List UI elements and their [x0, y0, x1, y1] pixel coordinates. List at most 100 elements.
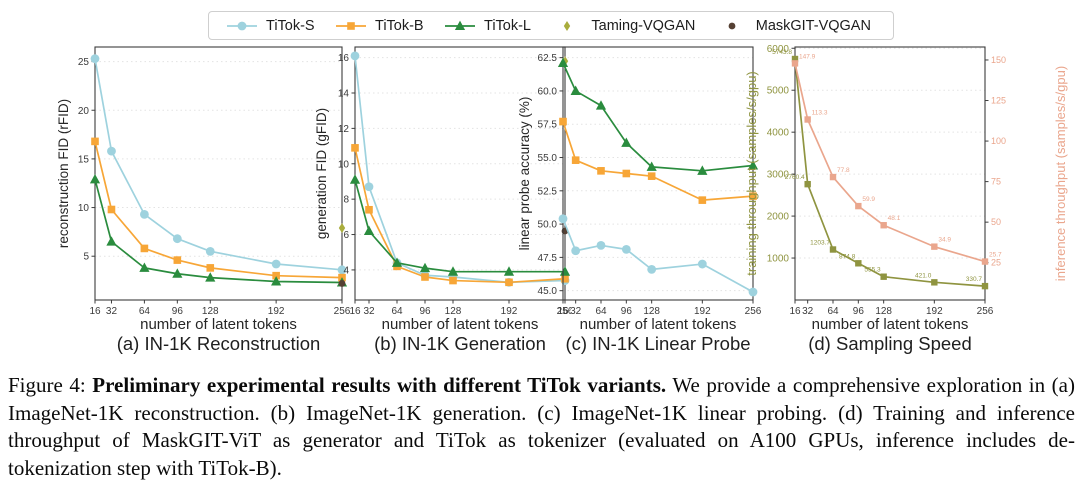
legend-item-label: TiTok-L	[484, 17, 531, 34]
caption-rest-text: We provide a comprehensive exploration i…	[8, 373, 1075, 481]
svg-text:150: 150	[991, 55, 1006, 65]
svg-text:reconstruction FID (rFID): reconstruction FID (rFID)	[56, 99, 71, 248]
svg-text:59.9: 59.9	[862, 196, 875, 203]
svg-text:34.9: 34.9	[938, 237, 951, 244]
svg-text:inference throughput (samples/: inference throughput (samples/s/gpu)	[1053, 66, 1068, 281]
titok-l-marker-icon	[445, 20, 475, 30]
svg-text:128: 128	[643, 306, 660, 317]
svg-text:128: 128	[445, 306, 462, 317]
titok-s-marker-icon	[227, 21, 257, 30]
svg-text:(a) IN-1K Reconstruction: (a) IN-1K Reconstruction	[117, 333, 321, 354]
svg-text:16: 16	[557, 306, 569, 317]
svg-text:330.7: 330.7	[966, 276, 983, 283]
legend-item-maskgit-vqgan: MaskGIT-VQGAN	[715, 18, 871, 34]
svg-text:(b) IN-1K Generation: (b) IN-1K Generation	[374, 333, 546, 354]
legend-item-label: MaskGIT-VQGAN	[755, 17, 871, 34]
svg-text:25.7: 25.7	[989, 252, 1002, 259]
svg-text:64: 64	[595, 306, 607, 317]
chart-c-in1k-linear-probe: 45.0 47.5 50.0 52.5 55.0 57.5 60.0 62.5 16 32 64 96…	[518, 40, 762, 370]
svg-text:10: 10	[338, 159, 350, 170]
svg-text:192: 192	[268, 306, 285, 317]
svg-text:60.0: 60.0	[538, 86, 558, 97]
chart-d-sampling-speed: 1000 2000 3000 4000 5000 6000 25 50 75 100 125 150 1…	[743, 40, 1080, 370]
svg-text:48.1: 48.1	[888, 215, 901, 222]
svg-text:57.5: 57.5	[538, 120, 558, 131]
svg-text:4: 4	[343, 265, 349, 276]
maskgit-vqgan-marker-icon	[728, 22, 736, 29]
svg-text:192: 192	[694, 306, 711, 317]
svg-text:874.8: 874.8	[839, 253, 856, 260]
svg-text:16: 16	[338, 53, 350, 64]
svg-text:256: 256	[745, 306, 762, 317]
svg-text:100: 100	[991, 136, 1006, 146]
svg-text:555.3: 555.3	[864, 267, 881, 274]
svg-text:32: 32	[802, 306, 814, 317]
svg-text:16: 16	[349, 306, 361, 317]
caption-prefix: Figure 4:	[8, 373, 93, 397]
svg-text:96: 96	[172, 306, 184, 317]
svg-text:5000: 5000	[767, 86, 790, 97]
svg-text:75: 75	[991, 177, 1001, 187]
svg-text:50.0: 50.0	[538, 220, 558, 231]
svg-text:96: 96	[621, 306, 633, 317]
svg-text:421.0: 421.0	[915, 272, 932, 279]
svg-text:256: 256	[557, 306, 571, 317]
svg-text:generation FID (gFID): generation FID (gFID)	[315, 108, 329, 239]
svg-text:20: 20	[78, 106, 90, 117]
svg-text:5743.8: 5743.8	[772, 49, 792, 56]
svg-text:number of latent tokens: number of latent tokens	[812, 316, 969, 333]
titok-b-marker-icon	[336, 21, 366, 30]
svg-text:256: 256	[977, 306, 994, 317]
chart-d-svg: 1000 2000 3000 4000 5000 6000 25 50 75 100 125 150 1…	[744, 44, 1068, 354]
svg-text:52.5: 52.5	[538, 186, 558, 197]
svg-text:96: 96	[853, 306, 865, 317]
legend-item-label: TiTok-B	[375, 17, 424, 34]
svg-text:25: 25	[991, 258, 1001, 268]
svg-text:192: 192	[926, 306, 943, 317]
svg-text:1203.7: 1203.7	[810, 239, 830, 246]
svg-text:147.9: 147.9	[799, 53, 816, 60]
svg-text:25: 25	[78, 57, 90, 68]
svg-text:47.5: 47.5	[538, 253, 558, 264]
svg-text:12: 12	[338, 124, 350, 135]
svg-text:2000: 2000	[767, 212, 790, 223]
svg-text:32: 32	[363, 306, 375, 317]
svg-text:64: 64	[139, 306, 151, 317]
svg-text:128: 128	[875, 306, 892, 317]
svg-text:256: 256	[334, 306, 351, 317]
figure-caption: Figure 4: Preliminary experimental resul…	[8, 372, 1075, 483]
chart-c-svg: 45.0 47.5 50.0 52.5 55.0 57.5 60.0 62.5 16 32 64 96…	[518, 46, 762, 354]
svg-text:number of latent tokens: number of latent tokens	[580, 316, 737, 333]
svg-text:10: 10	[78, 203, 90, 214]
svg-text:113.3: 113.3	[812, 109, 828, 116]
svg-text:5: 5	[83, 252, 89, 263]
svg-text:77.8: 77.8	[837, 167, 850, 174]
svg-text:14: 14	[338, 89, 350, 100]
taming-vqgan-marker-icon	[564, 20, 571, 31]
legend-item-taming-vqgan: Taming-VQGAN	[550, 18, 695, 34]
svg-text:50: 50	[991, 217, 1001, 227]
svg-text:32: 32	[106, 306, 118, 317]
caption-bold-text: Preliminary experimental results with di…	[92, 373, 667, 397]
svg-text:96: 96	[419, 306, 431, 317]
legend-item-label: Taming-VQGAN	[591, 17, 696, 34]
legend-item-titok-l: TiTok-L	[443, 18, 531, 34]
svg-text:192: 192	[501, 306, 518, 317]
svg-text:16: 16	[789, 306, 801, 317]
svg-text:8: 8	[343, 195, 349, 206]
svg-text:62.5: 62.5	[538, 53, 558, 64]
svg-text:128: 128	[202, 306, 219, 317]
svg-text:training throughput (samples/s: training throughput (samples/s/gpu)	[744, 71, 759, 276]
svg-text:linear probe accuracy (%): linear probe accuracy (%)	[518, 97, 532, 251]
chart-a-in1k-reconstruction: 5 10 15 20 25 16 32 64 96 128 192 256 reconstruction…	[55, 40, 357, 370]
svg-text:15: 15	[78, 154, 90, 165]
svg-text:4000: 4000	[767, 128, 790, 139]
svg-text:16: 16	[89, 306, 101, 317]
chart-b-in1k-generation: 4 6 8 10 12 14 16 16 32 64 96 128 192 256 generation F…	[315, 40, 571, 370]
svg-text:6000: 6000	[767, 44, 790, 55]
legend-item-label: TiTok-S	[266, 17, 315, 34]
svg-text:64: 64	[391, 306, 403, 317]
svg-text:1000: 1000	[767, 254, 790, 265]
svg-text:64: 64	[827, 306, 839, 317]
